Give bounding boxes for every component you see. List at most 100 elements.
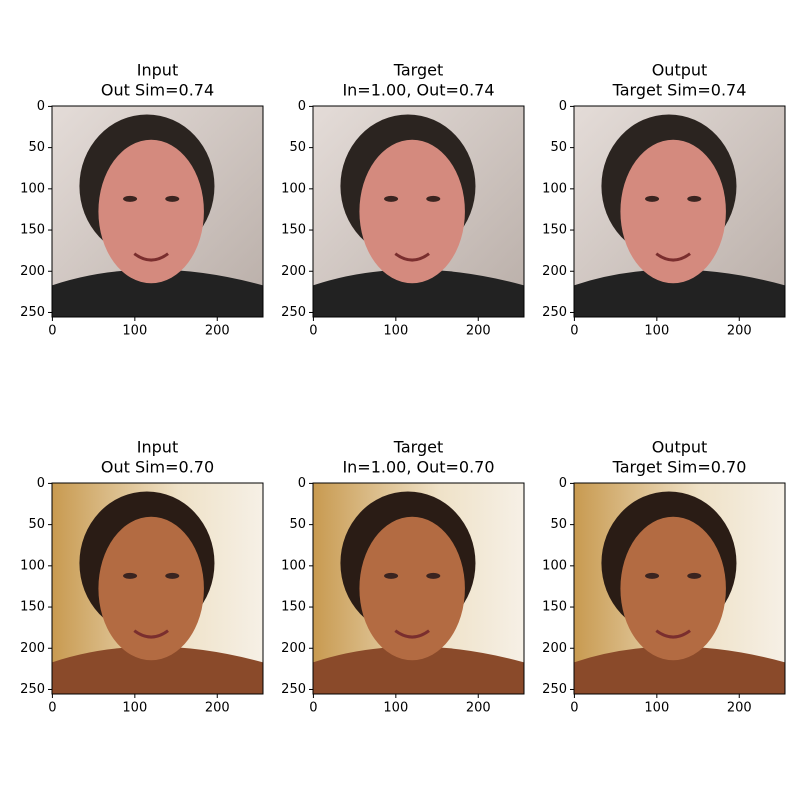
subplot-title: Target xyxy=(393,61,444,80)
x-tick-label: 100 xyxy=(383,701,408,716)
face xyxy=(98,139,204,284)
axes-frame xyxy=(573,105,786,318)
x-tick-label: 200 xyxy=(727,701,752,716)
subplot-title: Input xyxy=(137,61,178,80)
y-tick-label: 50 xyxy=(28,517,45,532)
y-tick-label: 0 xyxy=(298,476,306,491)
subplot-title: Target Sim=0.74 xyxy=(612,81,747,100)
y-tick-label: 50 xyxy=(289,517,306,532)
mouth xyxy=(655,252,691,262)
x-tick-label: 200 xyxy=(205,701,230,716)
eye xyxy=(687,195,702,202)
axes-frame xyxy=(573,482,786,695)
x-tick-label: 100 xyxy=(383,324,408,339)
body xyxy=(574,269,785,317)
eye xyxy=(123,572,138,579)
y-tick-label: 250 xyxy=(20,682,45,697)
eye xyxy=(123,195,138,202)
y-tick-label: 250 xyxy=(542,305,567,320)
mouth xyxy=(133,252,169,262)
y-tick-label: 50 xyxy=(28,140,45,155)
subplot-title: Out Sim=0.74 xyxy=(101,81,214,100)
x-tick-label: 0 xyxy=(570,324,578,339)
y-tick-label: 250 xyxy=(281,682,306,697)
axes-frame xyxy=(51,482,264,695)
y-tick-label: 0 xyxy=(559,476,567,491)
y-tick-label: 150 xyxy=(281,600,306,615)
body xyxy=(52,269,263,317)
mouth xyxy=(394,252,430,262)
y-tick-label: 250 xyxy=(20,305,45,320)
y-tick-label: 100 xyxy=(20,558,45,573)
subplot-title: Out Sim=0.70 xyxy=(101,458,214,477)
x-tick-label: 200 xyxy=(466,701,491,716)
x-tick-label: 100 xyxy=(644,324,669,339)
subplot-title: In=1.00, Out=0.70 xyxy=(342,458,494,477)
eye xyxy=(165,572,180,579)
body xyxy=(313,646,524,694)
subplot-title: Output xyxy=(652,61,708,80)
y-tick-label: 50 xyxy=(550,517,567,532)
y-tick-label: 100 xyxy=(542,181,567,196)
y-tick-label: 0 xyxy=(37,476,45,491)
eye xyxy=(645,195,660,202)
eye xyxy=(384,572,399,579)
mouth xyxy=(133,629,169,639)
y-tick-label: 0 xyxy=(37,99,45,114)
y-tick-label: 150 xyxy=(542,600,567,615)
subplot-title: Target xyxy=(393,438,444,457)
x-tick-label: 0 xyxy=(309,324,317,339)
mouth xyxy=(655,629,691,639)
y-tick-label: 200 xyxy=(20,641,45,656)
mouth xyxy=(394,629,430,639)
x-tick-label: 200 xyxy=(205,324,230,339)
face xyxy=(620,139,726,284)
axes-frame xyxy=(312,482,525,695)
y-tick-label: 100 xyxy=(281,558,306,573)
x-tick-label: 100 xyxy=(122,324,147,339)
y-tick-label: 0 xyxy=(298,99,306,114)
body xyxy=(313,269,524,317)
y-tick-label: 100 xyxy=(281,181,306,196)
face xyxy=(620,516,726,661)
y-tick-label: 100 xyxy=(20,181,45,196)
eye xyxy=(426,195,441,202)
axes-frame xyxy=(51,105,264,318)
subplot-title: In=1.00, Out=0.74 xyxy=(342,81,494,100)
face xyxy=(359,139,465,284)
face xyxy=(98,516,204,661)
x-tick-label: 100 xyxy=(644,701,669,716)
eye xyxy=(165,195,180,202)
y-tick-label: 150 xyxy=(542,223,567,238)
eye xyxy=(426,572,441,579)
y-tick-label: 200 xyxy=(542,641,567,656)
y-tick-label: 250 xyxy=(281,305,306,320)
axes-frame xyxy=(312,105,525,318)
eye xyxy=(645,572,660,579)
y-tick-label: 100 xyxy=(542,558,567,573)
x-tick-label: 0 xyxy=(309,701,317,716)
face xyxy=(359,516,465,661)
y-tick-label: 50 xyxy=(550,140,567,155)
subplot-title: Input xyxy=(137,438,178,457)
y-tick-label: 200 xyxy=(281,264,306,279)
y-tick-label: 50 xyxy=(289,140,306,155)
x-tick-label: 0 xyxy=(48,701,56,716)
body xyxy=(574,646,785,694)
body xyxy=(52,646,263,694)
y-tick-label: 250 xyxy=(542,682,567,697)
subplot-title: Target Sim=0.70 xyxy=(612,458,747,477)
x-tick-label: 100 xyxy=(122,701,147,716)
y-tick-label: 200 xyxy=(20,264,45,279)
y-tick-label: 150 xyxy=(281,223,306,238)
y-tick-label: 0 xyxy=(559,99,567,114)
x-tick-label: 200 xyxy=(466,324,491,339)
y-tick-label: 150 xyxy=(20,223,45,238)
